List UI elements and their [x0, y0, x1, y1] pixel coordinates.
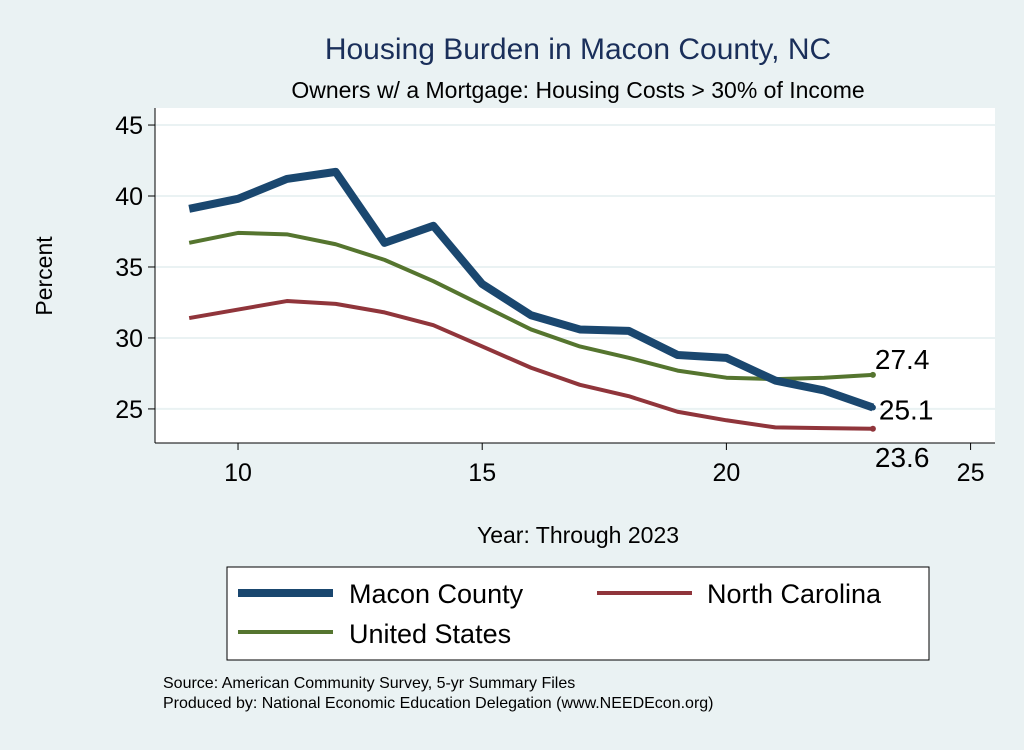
x-tick-label: 10: [224, 459, 252, 487]
x-tick-label: 20: [712, 459, 740, 487]
legend-box: [226, 566, 930, 661]
x-tick-label: 25: [957, 459, 985, 487]
series-line-north-carolina: [188, 299, 873, 431]
source-note: Source: American Community Survey, 5-yr …: [163, 675, 575, 692]
legend-label-nc: North Carolina: [707, 579, 882, 609]
y-tick-label: 40: [115, 183, 143, 211]
chart-title: Housing Burden in Macon County, NC: [325, 33, 831, 66]
end-label: 27.4: [875, 344, 930, 375]
legend: Macon County North Carolina United State…: [226, 566, 930, 661]
legend-label-macon: Macon County: [349, 579, 524, 609]
x-axis-label: Year: Through 2023: [477, 522, 679, 548]
end-label: 25.1: [879, 395, 934, 426]
y-tick-label: 30: [115, 325, 143, 353]
series-line-united-states: [188, 230, 874, 382]
legend-label-us: United States: [349, 619, 511, 649]
series-endpoint: [869, 425, 876, 432]
y-tick-label: 45: [115, 112, 143, 140]
y-axis-label: Percent: [31, 236, 57, 316]
series-endpoint: [869, 404, 876, 411]
y-tick-label: 25: [115, 396, 143, 424]
series-line-macon-county: [188, 167, 875, 412]
chart-subtitle: Owners w/ a Mortgage: Housing Costs > 30…: [291, 77, 864, 103]
produced-by-note: Produced by: National Economic Education…: [163, 695, 714, 712]
y-tick-label: 35: [115, 254, 143, 282]
series-endpoint: [869, 371, 876, 378]
plot-area: [155, 108, 995, 443]
x-tick-label: 15: [468, 459, 496, 487]
end-label: 23.6: [875, 442, 930, 473]
